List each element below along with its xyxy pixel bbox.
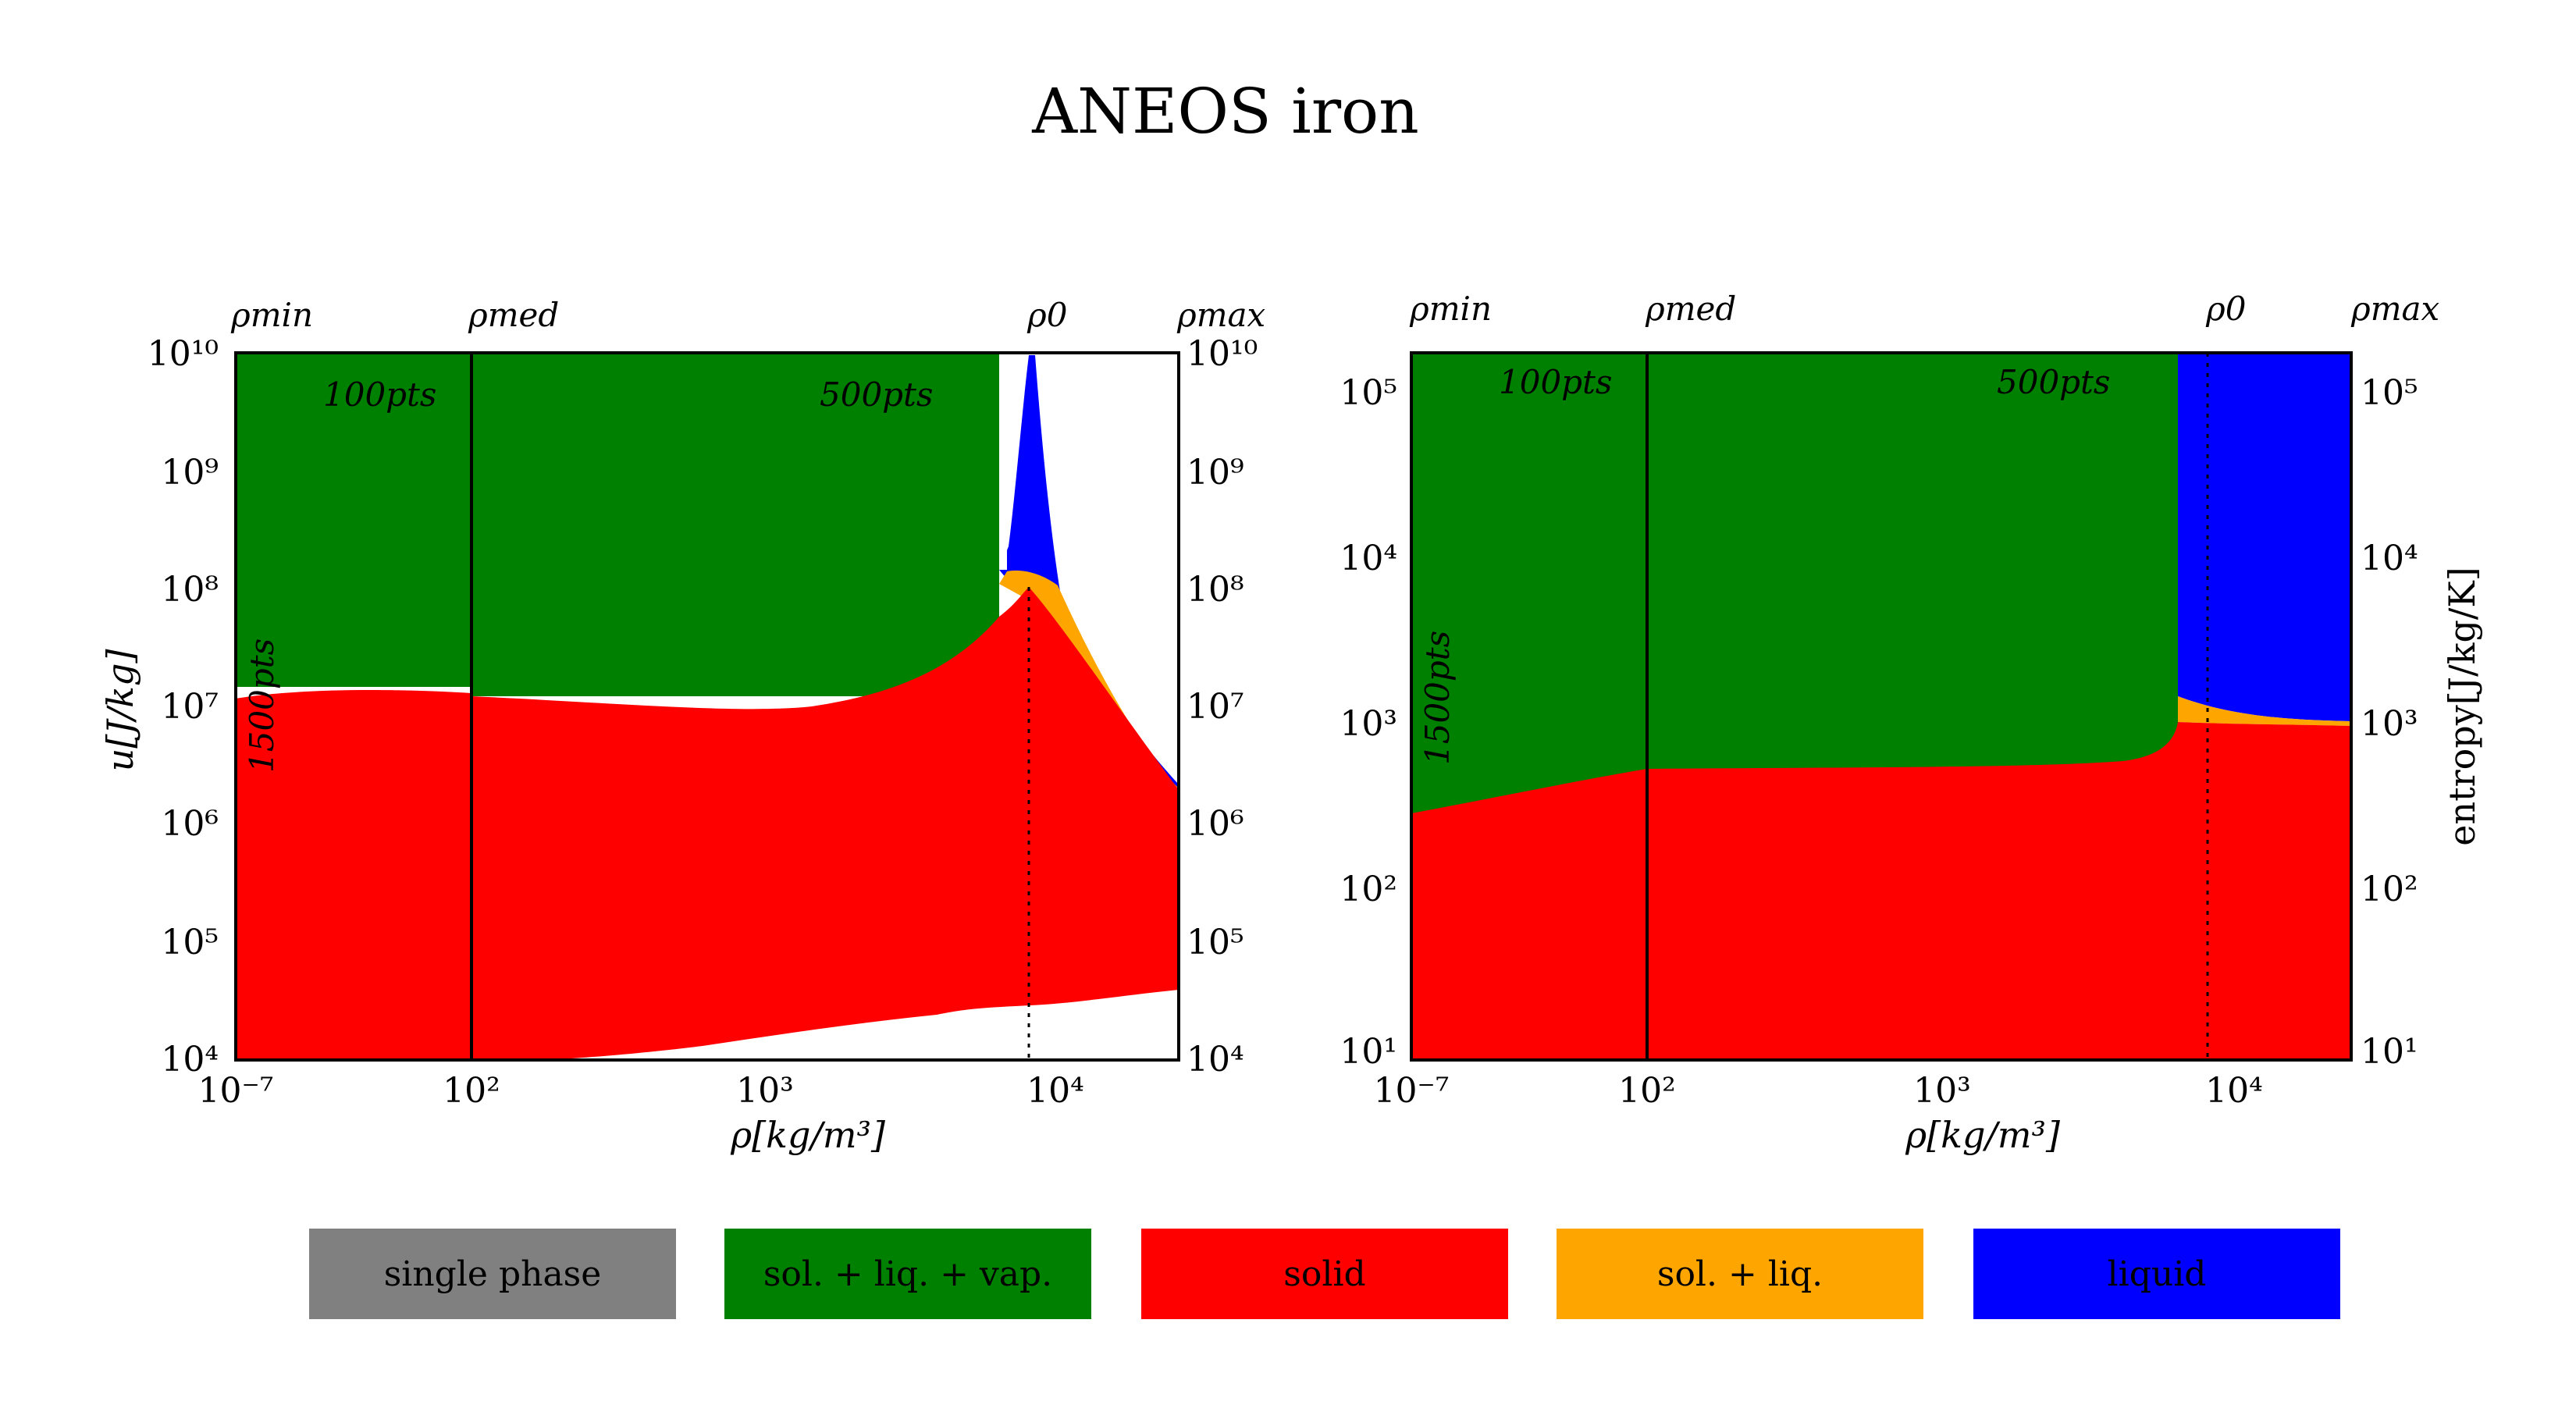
legend-single-phase: single phase — [309, 1229, 676, 1319]
left-top-labels: ρmin ρmed ρ0 ρmax — [230, 296, 1266, 334]
legend-label: sol. + liq. — [1656, 1254, 1823, 1294]
left-pts-high-label: 500pts — [820, 375, 933, 414]
right-ytick-right-label: 10⁵ — [2361, 373, 2418, 413]
right-top-labels: ρmin ρmed ρ0 ρmax — [1409, 290, 2440, 328]
left-xtick-label: 10⁻⁷ — [198, 1071, 274, 1111]
right-blue-region — [2178, 353, 2351, 721]
legend-label: sol. + liq. + vap. — [763, 1254, 1053, 1294]
right-y-ticks-right: 10⁵ 10⁴ 10³ 10² 10¹ — [2361, 373, 2418, 1072]
legend-sol-liq-vap: sol. + liq. + vap. — [724, 1229, 1091, 1319]
left-rho-max-label: ρmax — [1176, 296, 1266, 334]
left-ytick-label: 10⁸ — [161, 570, 219, 610]
left-ytick-label: 10⁷ — [161, 687, 219, 727]
left-ytick-label: 10⁶ — [161, 804, 219, 844]
right-xtick-label: 10² — [1618, 1071, 1676, 1111]
left-ytick-right-label: 10⁶ — [1187, 804, 1244, 844]
left-rho-0-label: ρ0 — [1026, 296, 1067, 334]
legend: single phase sol. + liq. + vap. solid so… — [0, 1229, 2576, 1322]
left-xtick-label: 10² — [443, 1071, 500, 1111]
right-xtick-label: 10⁴ — [2205, 1071, 2263, 1111]
legend-liquid: liquid — [1973, 1229, 2340, 1319]
right-ytick-label: 10¹ — [1340, 1032, 1397, 1072]
legend-label: solid — [1283, 1254, 1366, 1294]
right-xtick-label: 10³ — [1913, 1071, 1971, 1111]
left-annotations: 100pts 500pts 1500pts — [243, 375, 933, 773]
right-x-ticks: 10⁻⁷ 10² 10³ 10⁴ — [1374, 1071, 2263, 1111]
right-annotations: 100pts 500pts 1500pts — [1418, 363, 2110, 765]
left-white-gap — [999, 353, 1007, 570]
left-ytick-label: 10⁵ — [161, 923, 219, 962]
left-x-axis-label: ρ[kg/m³] — [730, 1114, 885, 1156]
left-chart: 10¹⁰ 10⁹ 10⁸ 10⁷ 10⁶ 10⁵ 10⁴ 10¹⁰ 10⁹ 10… — [99, 296, 1266, 1156]
left-green-region-high — [471, 353, 999, 696]
left-y-ticks: 10¹⁰ 10⁹ 10⁸ 10⁷ 10⁶ 10⁵ 10⁴ — [148, 334, 219, 1080]
right-rho-min-label: ρmin — [1409, 290, 1492, 328]
left-pts-vertical-label: 1500pts — [243, 638, 281, 773]
left-rho-med-label: ρmed — [468, 296, 559, 334]
left-blue-region — [999, 355, 1179, 796]
right-green-region-high — [1647, 353, 2178, 774]
left-red-region-low — [236, 690, 471, 1060]
legend-label: single phase — [383, 1254, 602, 1294]
right-ytick-label: 10⁵ — [1340, 373, 1397, 413]
left-y-axis-label: u[J/kg] — [99, 649, 141, 772]
right-ytick-right-label: 10² — [2361, 870, 2418, 909]
right-ytick-right-label: 10¹ — [2361, 1032, 2418, 1072]
right-chart: 10⁵ 10⁴ 10³ 10² 10¹ 10⁵ 10⁴ 10³ 10² 10¹ … — [1340, 290, 2483, 1156]
left-ytick-right-label: 10¹⁰ — [1187, 334, 1258, 374]
right-green-region-low — [1411, 353, 1647, 813]
right-rho-max-label: ρmax — [2350, 290, 2440, 328]
left-ytick-right-label: 10⁹ — [1187, 453, 1244, 493]
left-ytick-right-label: 10⁸ — [1187, 570, 1244, 610]
left-ytick-label: 10¹⁰ — [148, 334, 219, 374]
right-rho-med-label: ρmed — [1645, 290, 1736, 328]
left-pts-low-label: 100pts — [323, 375, 436, 414]
left-red-region-high — [471, 587, 1179, 1060]
figure-title: ANEOS iron — [1031, 75, 1419, 148]
legend-solid: solid — [1141, 1229, 1508, 1319]
right-rho-0-label: ρ0 — [2205, 290, 2246, 328]
legend-sol-liq: sol. + liq. — [1557, 1229, 1923, 1319]
left-rho-min-label: ρmin — [230, 296, 313, 334]
right-ytick-label: 10² — [1340, 870, 1397, 909]
right-pts-high-label: 500pts — [1997, 363, 2110, 401]
right-red-region-high — [1647, 722, 2351, 1060]
right-orange-region — [2178, 696, 2351, 726]
left-ytick-label: 10⁴ — [161, 1040, 219, 1080]
left-ytick-right-label: 10⁷ — [1187, 687, 1244, 727]
right-axes-frame — [1410, 351, 2353, 1062]
right-y-ticks: 10⁵ 10⁴ 10³ 10² 10¹ — [1340, 373, 1397, 1072]
right-ytick-label: 10³ — [1340, 704, 1397, 744]
right-pts-vertical-label: 1500pts — [1418, 631, 1457, 765]
left-x-ticks: 10⁻⁷ 10² 10³ 10⁴ — [198, 1071, 1084, 1111]
right-xtick-label: 10⁻⁷ — [1374, 1071, 1450, 1111]
right-ytick-right-label: 10³ — [2361, 704, 2418, 744]
right-x-axis-label: ρ[kg/m³] — [1905, 1114, 2060, 1156]
left-y-ticks-right: 10¹⁰ 10⁹ 10⁸ 10⁷ 10⁶ 10⁵ 10⁴ — [1187, 334, 1258, 1080]
right-red-region-low — [1411, 769, 1647, 1060]
left-xtick-label: 10³ — [736, 1071, 794, 1111]
left-axes-frame — [234, 351, 1180, 1062]
right-ytick-right-label: 10⁴ — [2361, 539, 2418, 578]
legend-label: liquid — [2107, 1254, 2207, 1294]
right-ytick-label: 10⁴ — [1340, 539, 1397, 578]
left-ytick-right-label: 10⁵ — [1187, 923, 1244, 962]
right-y-axis-label-right: entropy[J/kg/K] — [2441, 567, 2483, 845]
right-pts-low-label: 100pts — [1499, 363, 1612, 401]
left-ytick-right-label: 10⁴ — [1187, 1040, 1244, 1080]
left-green-region-low — [236, 353, 471, 687]
left-ytick-label: 10⁹ — [161, 453, 219, 493]
left-xtick-label: 10⁴ — [1026, 1071, 1084, 1111]
